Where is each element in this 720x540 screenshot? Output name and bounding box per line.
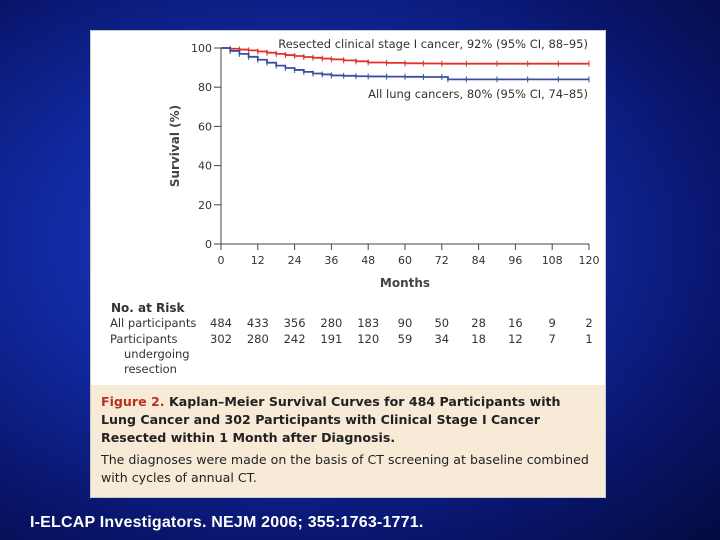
y-tick-label: 80 [198,81,212,94]
y-tick-label: 0 [205,238,212,251]
risk-value: 90 [398,316,413,330]
risk-value: 484 [210,316,232,330]
x-tick-label: 24 [288,254,302,267]
series-label-1: All lung cancers, 80% (95% CI, 74–85) [368,87,588,101]
x-tick-label: 96 [508,254,522,267]
caption-body: The diagnoses were made on the basis of … [101,452,589,485]
risk-value: 120 [357,332,379,346]
risk-value: 183 [357,316,379,330]
risk-value: 280 [320,316,342,330]
risk-value: 242 [284,332,306,346]
risk-value: 1 [585,332,592,346]
risk-value: 9 [549,316,556,330]
risk-row-label-0: All participants [110,316,196,330]
x-tick-label: 108 [542,254,563,267]
x-tick-label: 0 [218,254,225,267]
risk-row-label-1: Participants [110,332,178,346]
x-tick-label: 72 [435,254,449,267]
risk-value: 12 [508,332,523,346]
caption-heading: Figure 2. Kaplan–Meier Survival Curves f… [101,393,593,447]
x-tick-label: 60 [398,254,412,267]
y-tick-label: 100 [191,42,212,55]
y-tick-label: 60 [198,120,212,133]
y-axis-label: Survival (%) [168,105,182,187]
y-tick-label: 20 [198,199,212,212]
risk-value: 302 [210,332,232,346]
risk-value: 50 [434,316,449,330]
x-tick-label: 12 [251,254,265,267]
figure-panel: 0 20 40 60 80 100 0 12 24 36 48 60 72 84 96 108 120 Month… [90,30,606,498]
risk-value: 433 [247,316,269,330]
x-tick-label: 48 [361,254,375,267]
citation: I-ELCAP Investigators. NEJM 2006; 355:17… [30,514,424,531]
figure-caption: Figure 2. Kaplan–Meier Survival Curves f… [91,385,605,497]
series-label-0: Resected clinical stage I cancer, 92% (9… [278,37,588,51]
risk-value: 356 [284,316,306,330]
x-tick-label: 36 [324,254,338,267]
x-axis-label: Months [380,276,430,290]
risk-value: 18 [471,332,486,346]
risk-value: 16 [508,316,523,330]
risk-value: 59 [398,332,413,346]
risk-value: 7 [549,332,556,346]
risk-value: 280 [247,332,269,346]
risk-value: 2 [585,316,592,330]
risk-value: 191 [320,332,342,346]
risk-value: 28 [471,316,486,330]
risk-table-title: No. at Risk [111,301,186,315]
risk-value: 34 [434,332,449,346]
risk-row-label-1: undergoing [124,347,190,361]
caption-label: Figure 2. [101,394,165,409]
risk-row-label-1: resection [124,362,177,376]
x-tick-label: 120 [579,254,600,267]
caption-title: Kaplan–Meier Survival Curves for 484 Par… [101,394,561,445]
x-tick-label: 84 [472,254,486,267]
y-tick-label: 40 [198,160,212,173]
